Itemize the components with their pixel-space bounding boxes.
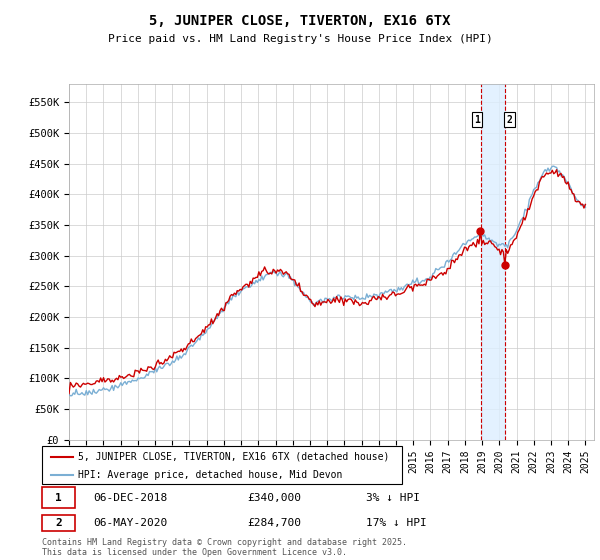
Text: 1: 1	[474, 115, 480, 125]
Bar	[481, 84, 505, 440]
Text: Price paid vs. HM Land Registry's House Price Index (HPI): Price paid vs. HM Land Registry's House …	[107, 34, 493, 44]
Text: 17% ↓ HPI: 17% ↓ HPI	[366, 518, 427, 528]
Text: Contains HM Land Registry data © Crown copyright and database right 2025.
This d: Contains HM Land Registry data © Crown c…	[42, 538, 407, 557]
Text: 06-DEC-2018: 06-DEC-2018	[94, 493, 167, 502]
Text: 5, JUNIPER CLOSE, TIVERTON, EX16 6TX: 5, JUNIPER CLOSE, TIVERTON, EX16 6TX	[149, 14, 451, 28]
Text: 2: 2	[506, 115, 512, 125]
Text: 2: 2	[55, 518, 62, 528]
Text: 06-MAY-2020: 06-MAY-2020	[94, 518, 167, 528]
Text: HPI: Average price, detached house, Mid Devon: HPI: Average price, detached house, Mid …	[78, 470, 343, 480]
Text: 1: 1	[55, 493, 62, 502]
Text: £340,000: £340,000	[247, 493, 301, 502]
Text: £284,700: £284,700	[247, 518, 301, 528]
FancyBboxPatch shape	[42, 487, 76, 508]
Text: 3% ↓ HPI: 3% ↓ HPI	[366, 493, 420, 502]
FancyBboxPatch shape	[42, 515, 76, 531]
FancyBboxPatch shape	[42, 446, 402, 484]
Text: 5, JUNIPER CLOSE, TIVERTON, EX16 6TX (detached house): 5, JUNIPER CLOSE, TIVERTON, EX16 6TX (de…	[78, 452, 389, 462]
